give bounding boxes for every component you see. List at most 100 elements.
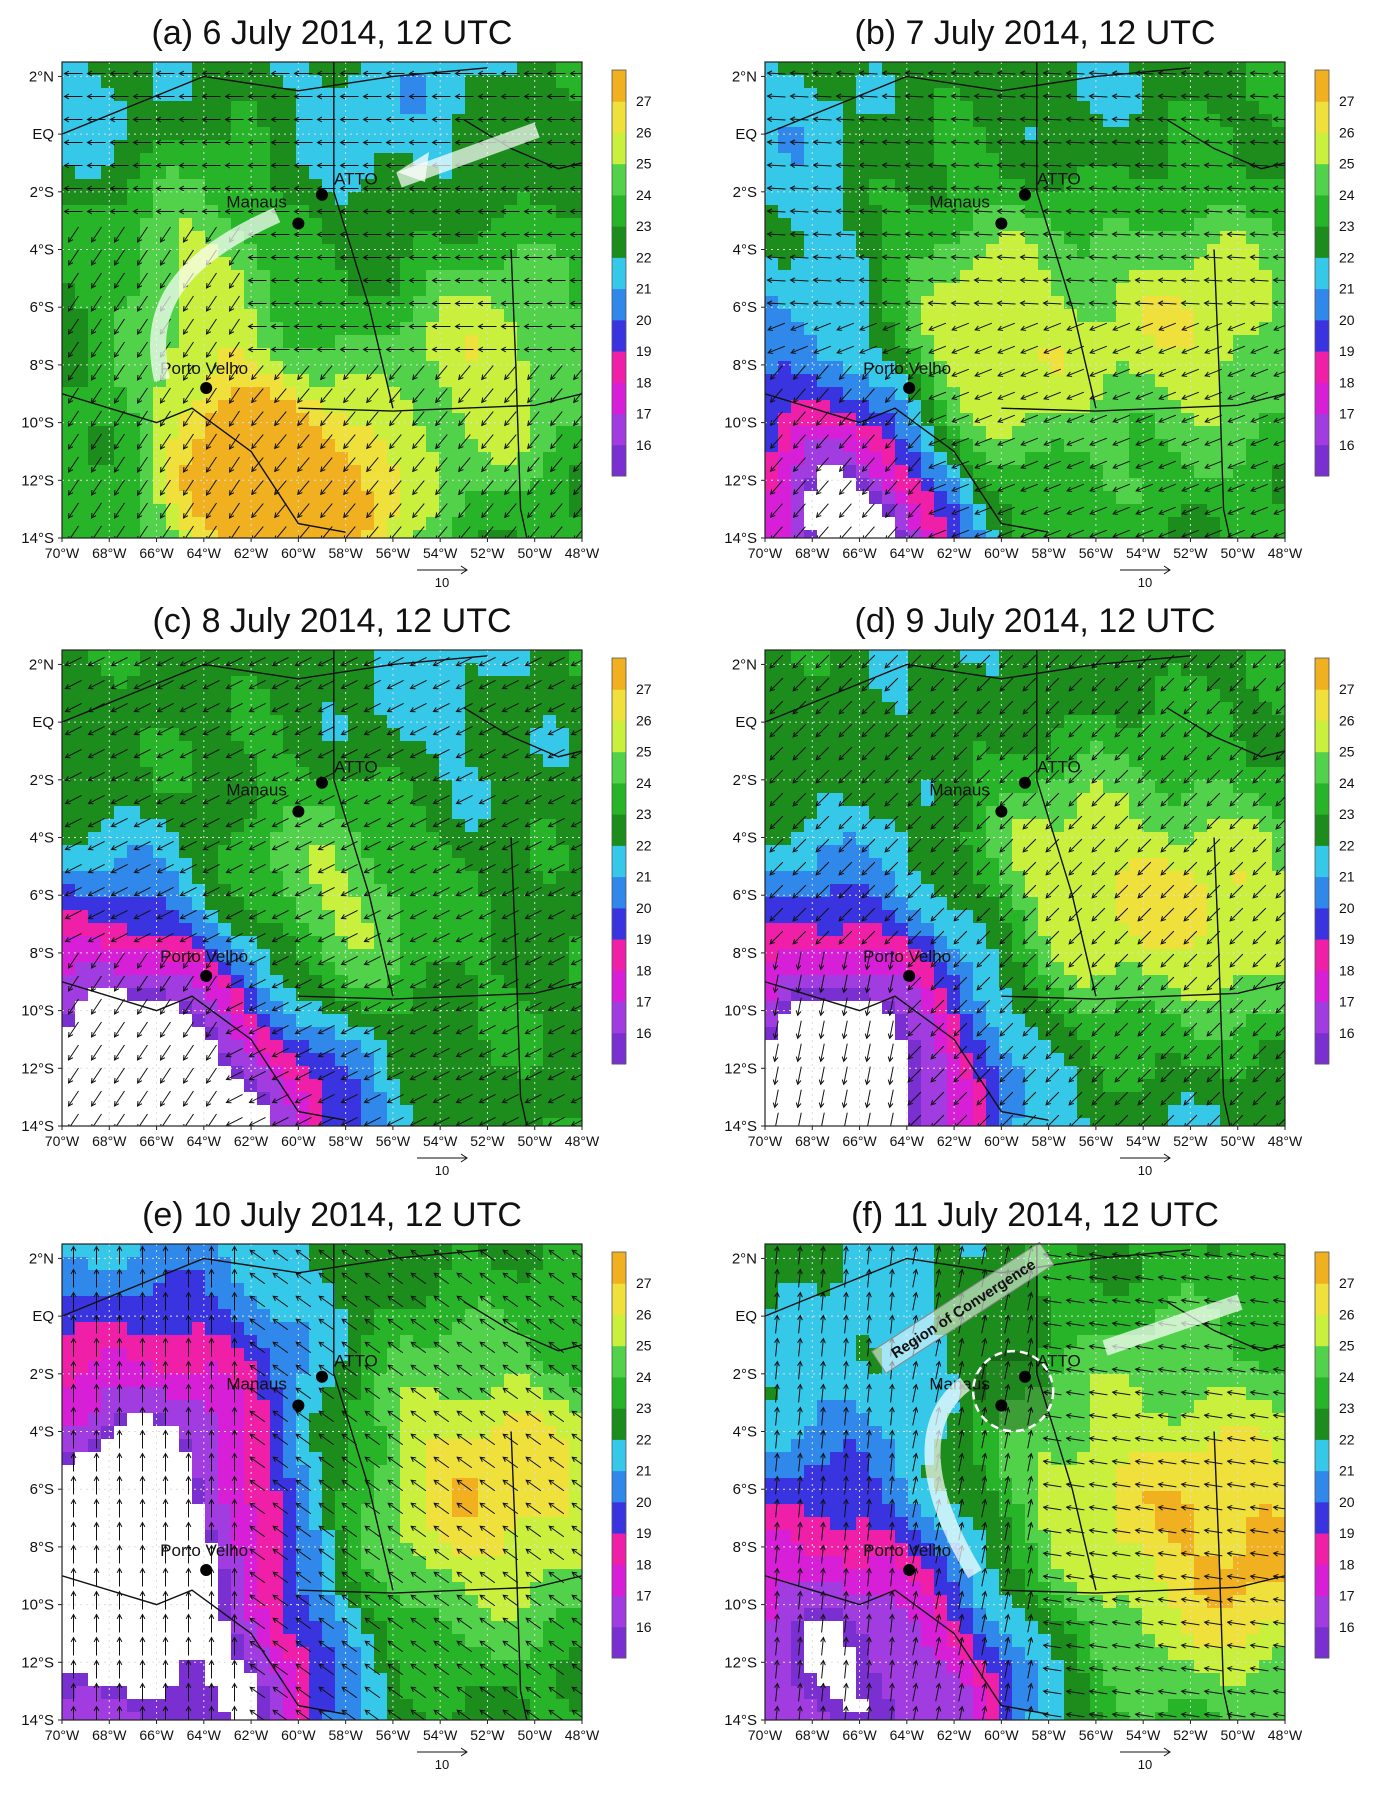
colorbar-segment [612,939,626,971]
lon-tick-label: 68°W [92,545,127,561]
convergence-circle [973,1351,1053,1431]
colorbar-level-label: 20 [636,900,652,916]
station-label: Manaus [929,781,989,800]
lat-tick-label: 2°N [29,1250,54,1267]
colorbar-segment [1315,752,1329,784]
reference-vector: 10 [1120,1748,1170,1772]
colorbar-segment [612,320,626,352]
colorbar-level-label: 17 [636,994,652,1010]
lat-tick-label: 10°S [724,1003,757,1020]
colorbar-segment [1315,814,1329,846]
colorbar-segment [1315,783,1329,815]
lat-tick-label: 12°S [724,1654,757,1671]
station-marker [292,806,304,818]
lon-tick-label: 56°W [1079,1133,1114,1149]
colorbar-level-label: 22 [1339,1431,1355,1447]
lat-tick-label: 6°S [30,887,54,904]
colorbar-level-label: 20 [636,1494,652,1510]
lon-tick-label: 48°W [565,1133,600,1149]
panel-title: (f) 11 July 2014, 12 UTC [851,1196,1219,1234]
colorbar-segment [612,1564,626,1596]
colorbar-segment [612,101,626,133]
lon-tick-label: 68°W [795,545,830,561]
station-marker [1019,189,1031,201]
lon-tick-label: 70°W [45,545,80,561]
lat-tick-label: 6°S [30,1481,54,1498]
colorbar-segment [612,783,626,815]
colorbar-segment [1315,445,1329,477]
colorbar-level-label: 18 [1339,962,1355,978]
lat-tick-label: 8°S [733,357,757,374]
colorbar-level-label: 23 [1339,1400,1355,1416]
lat-tick-label: 2°S [30,184,54,201]
station-marker [200,1564,212,1576]
lat-tick-label: 8°S [733,1539,757,1556]
station-label: Porto Velho [160,359,248,378]
colorbar-level-label: 26 [636,124,652,140]
colorbar-segment [1315,1471,1329,1503]
colorbar-segment [612,1283,626,1315]
lat-tick-label: 10°S [21,1597,54,1614]
colorbar-segment [1315,132,1329,164]
lat-tick-label: 2°S [733,184,757,201]
panel-title: (d) 9 July 2014, 12 UTC [855,602,1216,640]
station-label: Manaus [226,1375,286,1394]
lon-tick-label: 66°W [842,545,877,561]
colorbar-level-label: 18 [1339,1556,1355,1572]
lat-tick-label: 2°N [732,656,757,673]
colorbar-level-label: 17 [636,406,652,422]
colorbar-segment [612,1033,626,1065]
colorbar-segment [612,1252,626,1284]
colorbar-segment [1315,1627,1329,1659]
colorbar-segment [612,814,626,846]
lon-tick-label: 58°W [1031,1727,1066,1743]
reference-vector: 10 [417,566,467,590]
colorbar-level-label: 19 [636,343,652,359]
colorbar-level-label: 22 [636,249,652,265]
lon-tick-label: 54°W [1126,1133,1161,1149]
colorbar-level-label: 26 [1339,124,1355,140]
colorbar-level-label: 25 [1339,156,1355,172]
temperature-field [765,650,1289,1140]
lon-tick-label: 70°W [45,1133,80,1149]
colorbar-level-label: 23 [636,1400,652,1416]
lat-tick-label: 6°S [733,887,757,904]
colorbar-segment [1315,1252,1329,1284]
colorbar-segment [1315,877,1329,909]
lon-tick-label: 58°W [1031,545,1066,561]
colorbar-level-label: 24 [1339,1369,1355,1385]
station-marker [995,806,1007,818]
colorbar-level-label: 25 [1339,744,1355,760]
colorbar-segment [1315,320,1329,352]
colorbar-segment [612,689,626,721]
colorbar-level-label: 27 [636,93,652,109]
lon-tick-label: 56°W [1079,1727,1114,1743]
colorbar-segment [612,1314,626,1346]
lon-tick-label: 64°W [890,1727,925,1743]
lon-tick-label: 50°W [518,1727,553,1743]
lat-tick-label: 4°S [30,242,54,259]
lat-tick-label: 10°S [724,1597,757,1614]
colorbar-segment [1315,1283,1329,1315]
lat-tick-label: 12°S [21,1060,54,1077]
colorbar-segment [612,445,626,477]
panel-title: (b) 7 July 2014, 12 UTC [855,14,1216,52]
lat-tick-label: 6°S [733,299,757,316]
station-marker [316,1371,328,1383]
lon-tick-label: 58°W [328,545,363,561]
lat-tick-label: 10°S [724,415,757,432]
reference-vector: 10 [417,1748,467,1772]
station-label: Manaus [929,193,989,212]
lon-tick-label: 60°W [984,1133,1019,1149]
lon-tick-label: 56°W [376,1133,411,1149]
colorbar-segment [1315,1033,1329,1065]
colorbar-level-label: 16 [1339,1025,1355,1041]
lat-tick-label: 4°S [30,830,54,847]
lon-tick-label: 70°W [748,1727,783,1743]
